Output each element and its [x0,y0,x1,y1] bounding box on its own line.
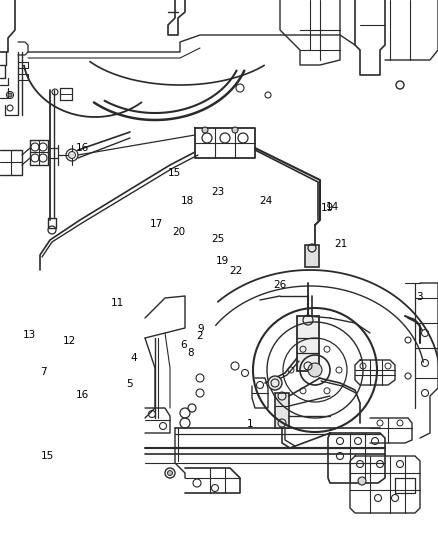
Text: 23: 23 [212,187,225,197]
Text: 21: 21 [334,239,347,249]
Text: 18: 18 [181,197,194,206]
Text: 16: 16 [76,391,89,400]
Text: 7: 7 [39,367,46,377]
Bar [305,245,319,267]
Circle shape [202,127,208,133]
Text: 3: 3 [416,293,423,302]
Circle shape [8,93,12,97]
Text: 11: 11 [111,298,124,308]
Text: 12: 12 [63,336,76,346]
Circle shape [358,477,366,485]
Text: 15: 15 [41,451,54,461]
Text: 5: 5 [126,379,133,389]
Circle shape [308,363,322,377]
Text: 9: 9 [197,325,204,334]
Text: 6: 6 [180,340,187,350]
Text: 17: 17 [150,219,163,229]
Bar [275,393,289,428]
Text: 14: 14 [325,202,339,212]
Text: 15: 15 [168,168,181,178]
Circle shape [68,151,75,158]
Circle shape [268,376,282,390]
Bar [297,316,319,371]
Text: 13: 13 [23,330,36,340]
Text: 19: 19 [321,203,334,213]
Text: 22: 22 [229,266,242,276]
Text: 16: 16 [76,143,89,153]
Text: 20: 20 [172,227,185,237]
Circle shape [232,127,238,133]
Text: 1: 1 [246,419,253,429]
Circle shape [167,471,173,475]
Text: 25: 25 [212,234,225,244]
Text: 26: 26 [273,280,286,290]
Text: 24: 24 [260,197,273,206]
Text: 19: 19 [216,256,229,266]
Text: 2: 2 [196,331,203,341]
Text: 8: 8 [187,349,194,358]
Text: 4: 4 [130,353,137,363]
